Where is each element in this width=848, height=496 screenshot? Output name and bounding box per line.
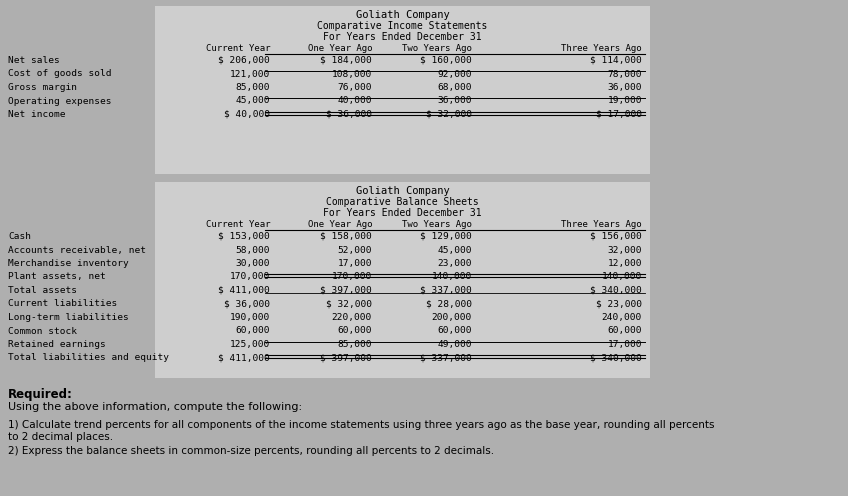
Text: Total liabilities and equity: Total liabilities and equity (8, 354, 169, 363)
Text: 1) Calculate trend percents for all components of the income statements using th: 1) Calculate trend percents for all comp… (8, 420, 715, 430)
Text: $ 129,000: $ 129,000 (421, 232, 472, 241)
Text: 92,000: 92,000 (438, 69, 472, 78)
Text: $ 397,000: $ 397,000 (321, 354, 372, 363)
Text: One Year Ago: One Year Ago (308, 220, 372, 229)
Text: $ 153,000: $ 153,000 (218, 232, 270, 241)
Text: Accounts receivable, net: Accounts receivable, net (8, 246, 146, 254)
Text: 200,000: 200,000 (432, 313, 472, 322)
Text: 52,000: 52,000 (338, 246, 372, 254)
Text: 60,000: 60,000 (338, 326, 372, 335)
Text: 170,000: 170,000 (332, 272, 372, 282)
Text: $ 340,000: $ 340,000 (590, 286, 642, 295)
Text: Retained earnings: Retained earnings (8, 340, 106, 349)
Bar (155, 6, 650, 174)
Text: $ 114,000: $ 114,000 (590, 56, 642, 65)
Text: 36,000: 36,000 (438, 97, 472, 106)
Text: Three Years Ago: Three Years Ago (561, 220, 642, 229)
Text: 60,000: 60,000 (236, 326, 270, 335)
Text: $ 36,000: $ 36,000 (326, 110, 372, 119)
Text: 30,000: 30,000 (236, 259, 270, 268)
Text: 140,000: 140,000 (602, 272, 642, 282)
Text: $ 184,000: $ 184,000 (321, 56, 372, 65)
Text: Using the above information, compute the following:: Using the above information, compute the… (8, 402, 302, 412)
Text: $ 32,000: $ 32,000 (326, 300, 372, 309)
Text: $ 337,000: $ 337,000 (421, 354, 472, 363)
Text: $ 158,000: $ 158,000 (321, 232, 372, 241)
Text: to 2 decimal places.: to 2 decimal places. (8, 432, 113, 442)
Text: 76,000: 76,000 (338, 83, 372, 92)
Text: 2) Express the balance sheets in common-size percents, rounding all percents to : 2) Express the balance sheets in common-… (8, 446, 494, 456)
Text: Goliath Company: Goliath Company (355, 10, 449, 20)
Text: $ 397,000: $ 397,000 (321, 286, 372, 295)
Text: $ 40,000: $ 40,000 (224, 110, 270, 119)
Text: 125,000: 125,000 (230, 340, 270, 349)
Text: Gross margin: Gross margin (8, 83, 77, 92)
Text: 68,000: 68,000 (438, 83, 472, 92)
Text: 78,000: 78,000 (607, 69, 642, 78)
Text: Net income: Net income (8, 110, 65, 119)
Text: Common stock: Common stock (8, 326, 77, 335)
Text: $ 340,000: $ 340,000 (590, 354, 642, 363)
Text: 220,000: 220,000 (332, 313, 372, 322)
Text: Three Years Ago: Three Years Ago (561, 44, 642, 53)
Text: Two Years Ago: Two Years Ago (402, 44, 472, 53)
Text: 32,000: 32,000 (607, 246, 642, 254)
Text: Required:: Required: (8, 388, 73, 401)
Text: Comparative Income Statements: Comparative Income Statements (317, 21, 488, 31)
Text: Long-term liabilities: Long-term liabilities (8, 313, 129, 322)
Text: Operating expenses: Operating expenses (8, 97, 111, 106)
Text: 19,000: 19,000 (607, 97, 642, 106)
Text: 60,000: 60,000 (607, 326, 642, 335)
Text: $ 411,000: $ 411,000 (218, 286, 270, 295)
Text: Plant assets, net: Plant assets, net (8, 272, 106, 282)
Text: Two Years Ago: Two Years Ago (402, 220, 472, 229)
Text: 36,000: 36,000 (607, 83, 642, 92)
Text: Current Year: Current Year (205, 44, 270, 53)
Text: For Years Ended December 31: For Years Ended December 31 (323, 208, 482, 218)
Text: 45,000: 45,000 (438, 246, 472, 254)
Text: Current Year: Current Year (205, 220, 270, 229)
Text: Total assets: Total assets (8, 286, 77, 295)
Text: 23,000: 23,000 (438, 259, 472, 268)
Text: 17,000: 17,000 (607, 340, 642, 349)
Text: 190,000: 190,000 (230, 313, 270, 322)
Text: 45,000: 45,000 (236, 97, 270, 106)
Text: 17,000: 17,000 (338, 259, 372, 268)
Text: 240,000: 240,000 (602, 313, 642, 322)
Text: $ 156,000: $ 156,000 (590, 232, 642, 241)
Text: Net sales: Net sales (8, 56, 59, 65)
Text: $ 17,000: $ 17,000 (596, 110, 642, 119)
Text: Current liabilities: Current liabilities (8, 300, 117, 309)
Text: Cash: Cash (8, 232, 31, 241)
Text: 58,000: 58,000 (236, 246, 270, 254)
Text: 140,000: 140,000 (432, 272, 472, 282)
Text: $ 411,000: $ 411,000 (218, 354, 270, 363)
Text: Comparative Balance Sheets: Comparative Balance Sheets (326, 197, 479, 207)
Text: $ 28,000: $ 28,000 (426, 300, 472, 309)
Text: Merchandise inventory: Merchandise inventory (8, 259, 129, 268)
Text: 170,000: 170,000 (230, 272, 270, 282)
Text: 121,000: 121,000 (230, 69, 270, 78)
Text: 108,000: 108,000 (332, 69, 372, 78)
Text: $ 160,000: $ 160,000 (421, 56, 472, 65)
Text: $ 206,000: $ 206,000 (218, 56, 270, 65)
Text: $ 36,000: $ 36,000 (224, 300, 270, 309)
Text: 12,000: 12,000 (607, 259, 642, 268)
Text: For Years Ended December 31: For Years Ended December 31 (323, 32, 482, 42)
Text: 49,000: 49,000 (438, 340, 472, 349)
Text: 60,000: 60,000 (438, 326, 472, 335)
Text: $ 32,000: $ 32,000 (426, 110, 472, 119)
Text: 40,000: 40,000 (338, 97, 372, 106)
Text: 85,000: 85,000 (338, 340, 372, 349)
Text: $ 23,000: $ 23,000 (596, 300, 642, 309)
Bar (155, 182, 650, 378)
Text: 85,000: 85,000 (236, 83, 270, 92)
Text: One Year Ago: One Year Ago (308, 44, 372, 53)
Text: $ 337,000: $ 337,000 (421, 286, 472, 295)
Text: Cost of goods sold: Cost of goods sold (8, 69, 111, 78)
Text: Goliath Company: Goliath Company (355, 186, 449, 196)
